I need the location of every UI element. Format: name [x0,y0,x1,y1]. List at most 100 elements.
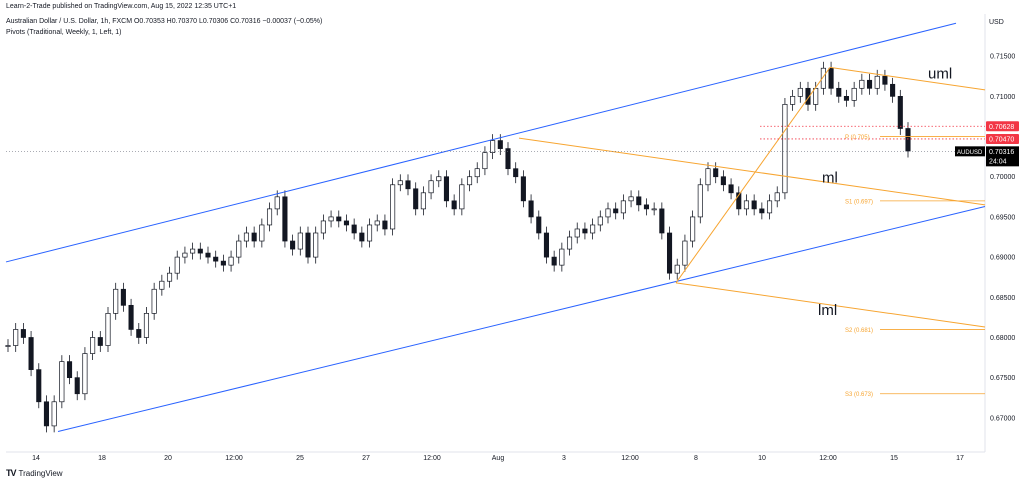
candle[interactable] [143,313,150,338]
candle[interactable] [13,329,19,346]
candle[interactable] [113,288,119,314]
candle[interactable] [336,216,342,222]
candle[interactable] [374,220,380,226]
candle[interactable] [851,87,857,101]
candle[interactable] [59,361,65,403]
candle[interactable] [105,313,111,346]
candle[interactable] [282,196,288,242]
candle[interactable] [682,240,688,266]
candle[interactable] [905,128,911,152]
candle[interactable] [866,79,873,89]
candle[interactable] [382,220,388,230]
candle[interactable] [159,280,165,290]
candle[interactable] [451,200,457,210]
candle[interactable] [197,248,203,254]
candle[interactable] [266,208,273,226]
candle[interactable] [413,188,419,210]
candle[interactable] [90,337,96,354]
candle[interactable] [766,200,773,214]
candle[interactable] [574,228,580,238]
candle[interactable] [420,192,426,210]
price-tag[interactable] [986,133,1019,144]
pitchfork-ml-line[interactable] [518,137,986,206]
candle[interactable] [897,96,903,129]
candle[interactable] [297,232,303,250]
candle[interactable] [443,176,450,202]
channel-upper-line[interactable] [5,22,957,263]
candle[interactable] [805,87,811,105]
candle[interactable] [466,176,473,186]
candle[interactable] [820,67,826,89]
candle[interactable] [174,256,180,274]
candle[interactable] [220,260,226,266]
candle[interactable] [243,232,250,242]
pitchfork-uml-line[interactable] [829,66,986,91]
candle[interactable] [5,345,11,347]
candle[interactable] [874,75,880,89]
candle[interactable] [151,288,157,314]
candle[interactable] [128,304,134,330]
candle[interactable] [428,180,434,194]
candle[interactable] [559,248,565,266]
candle[interactable] [51,401,57,427]
candle[interactable] [228,256,234,266]
candle[interactable] [605,208,611,218]
candle[interactable] [843,96,850,101]
candle[interactable] [359,232,365,242]
candle[interactable] [43,401,50,427]
candle[interactable] [674,264,680,274]
candle[interactable] [66,361,73,379]
candle[interactable] [582,228,588,234]
candle[interactable] [313,232,319,258]
candle[interactable] [482,152,488,170]
candle[interactable] [797,87,803,97]
candle[interactable] [74,377,80,395]
candle[interactable] [713,168,719,178]
candle[interactable] [182,252,188,258]
candle[interactable] [436,176,442,182]
candle[interactable] [890,83,896,97]
candle[interactable] [497,140,503,149]
candle[interactable] [790,96,796,105]
candle[interactable] [882,75,888,85]
candle[interactable] [659,208,665,234]
last-price-tag[interactable] [986,146,1019,167]
candle[interactable] [320,220,326,234]
candle[interactable] [513,168,519,178]
candle[interactable] [620,200,626,214]
candle[interactable] [651,208,657,211]
candle[interactable] [705,168,711,186]
candle[interactable] [459,184,465,210]
candle[interactable] [490,140,496,153]
candle[interactable] [251,232,257,242]
candle[interactable] [82,353,88,395]
candle[interactable] [720,176,726,186]
candle[interactable] [166,272,173,282]
footer-brand[interactable]: TV TradingView [6,468,63,478]
candle[interactable] [28,337,34,370]
candle[interactable] [505,148,511,170]
candle[interactable] [36,369,42,403]
candle[interactable] [474,168,480,178]
candle[interactable] [213,256,219,262]
candle[interactable] [690,216,696,242]
candle[interactable] [836,87,842,97]
candle[interactable] [274,196,280,210]
candle[interactable] [782,104,788,194]
candle[interactable] [566,236,573,250]
candle[interactable] [628,196,634,202]
candle[interactable] [590,224,596,234]
candle[interactable] [643,204,650,210]
indicator-line[interactable]: Pivots (Traditional, Weekly, 1, Left, 1) [6,29,122,36]
candle[interactable] [366,224,373,242]
candle[interactable] [597,216,603,226]
candle[interactable] [551,256,557,266]
candle[interactable] [328,216,334,222]
pitchfork-lml-line[interactable] [675,282,986,328]
candle[interactable] [305,232,311,258]
candle[interactable] [351,224,357,234]
candle[interactable] [636,196,642,206]
candle[interactable] [405,180,411,190]
